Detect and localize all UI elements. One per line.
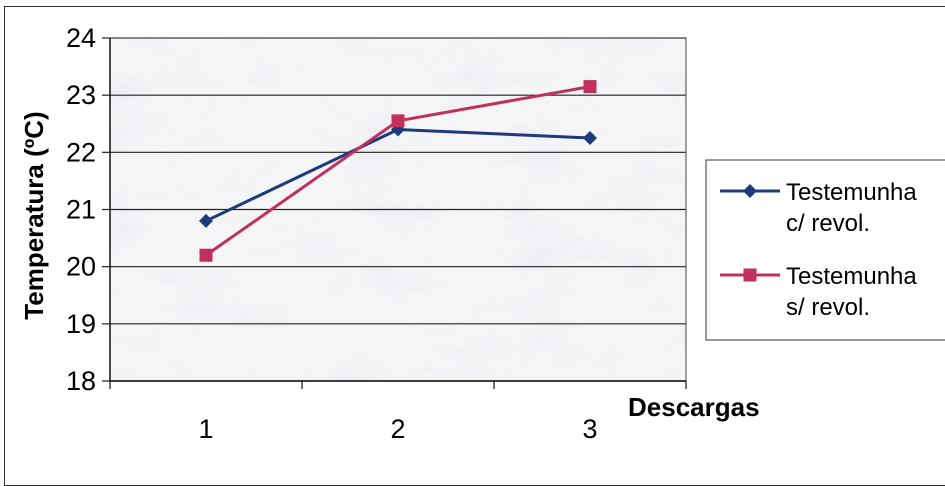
legend-marker xyxy=(743,268,757,282)
legend-label: c/ revol. xyxy=(786,210,870,237)
y-tick-label: 24 xyxy=(66,23,96,53)
y-tick-label: 19 xyxy=(66,309,96,339)
x-tick-label: 1 xyxy=(198,414,213,444)
data-point-marker xyxy=(583,80,597,94)
x-tick-label: 2 xyxy=(390,414,405,444)
y-tick-label: 20 xyxy=(66,252,96,282)
y-tick-label: 18 xyxy=(66,366,96,396)
legend: Testemunha c/ revol. Testemunha s/ revol. xyxy=(705,159,945,341)
x-tick-label: 3 xyxy=(582,414,597,444)
data-point-marker xyxy=(199,213,213,228)
data-point-marker xyxy=(199,248,213,262)
y-tick-label: 22 xyxy=(66,137,96,167)
data-point-marker xyxy=(583,131,597,146)
legend-label: s/ revol. xyxy=(786,294,870,321)
legend-label: Testemunha xyxy=(786,263,917,290)
y-tick-label: 23 xyxy=(66,80,96,110)
legend-marker xyxy=(743,184,757,198)
series-group xyxy=(199,80,597,262)
x-axis-ticks: 1 2 3 xyxy=(109,381,687,444)
y-axis-title: Temperatura (ºC) xyxy=(19,111,49,319)
data-point-marker xyxy=(391,114,405,128)
y-axis-ticks: 18 19 20 21 22 23 24 xyxy=(66,23,110,396)
legend-label: Testemunha xyxy=(786,179,917,206)
x-axis-title: Descargas xyxy=(628,392,760,422)
y-tick-label: 21 xyxy=(66,195,96,225)
